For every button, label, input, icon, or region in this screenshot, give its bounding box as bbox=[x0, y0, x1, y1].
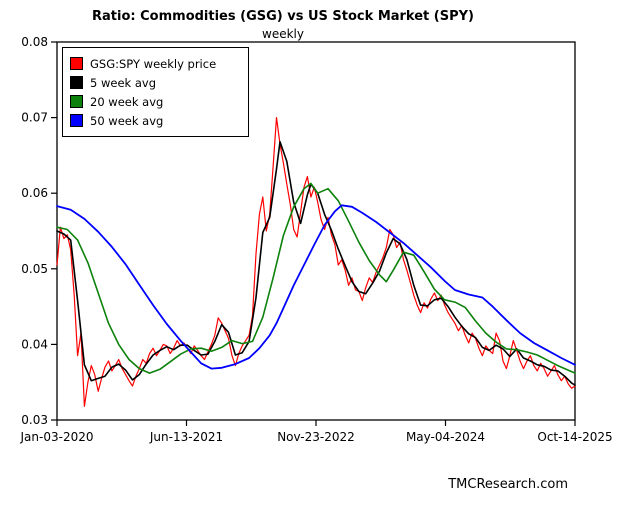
legend-item: 50 week avg bbox=[70, 111, 238, 130]
y-tick-label: 0.03 bbox=[21, 413, 48, 427]
y-tick-label: 0.06 bbox=[21, 186, 48, 200]
legend-item: 5 week avg bbox=[70, 73, 238, 92]
x-tick-label: Nov-23-2022 bbox=[277, 430, 355, 444]
y-tick-label: 0.04 bbox=[21, 337, 48, 351]
y-tick-label: 0.05 bbox=[21, 262, 48, 276]
y-tick-label: 0.08 bbox=[21, 35, 48, 49]
x-tick-label: May-04-2024 bbox=[406, 430, 485, 444]
source-credit: TMCResearch.com bbox=[448, 477, 568, 492]
legend-item: GSG:SPY weekly price bbox=[70, 54, 238, 73]
legend-item: 20 week avg bbox=[70, 92, 238, 111]
chart-title: Ratio: Commodities (GSG) vs US Stock Mar… bbox=[92, 9, 474, 24]
legend-label: 20 week avg bbox=[90, 94, 164, 109]
x-tick-label: Jun-13-2021 bbox=[149, 430, 223, 444]
legend-swatch-icon bbox=[70, 76, 83, 89]
series-line-2 bbox=[56, 182, 576, 374]
legend-swatch-icon bbox=[70, 95, 83, 108]
x-tick-label: Jan-03-2020 bbox=[20, 430, 94, 444]
chart-subtitle: weekly bbox=[262, 27, 304, 41]
legend-label: 5 week avg bbox=[90, 75, 156, 90]
legend-swatch-icon bbox=[70, 57, 83, 70]
y-tick-label: 0.07 bbox=[21, 111, 48, 125]
legend-label: 50 week avg bbox=[90, 113, 164, 128]
legend-swatch-icon bbox=[70, 114, 83, 127]
series-line-0 bbox=[56, 116, 576, 407]
x-tick-label: Oct-14-2025 bbox=[537, 430, 612, 444]
series-line-1 bbox=[56, 141, 576, 387]
legend: GSG:SPY weekly price 5 week avg 20 week av… bbox=[62, 47, 249, 137]
legend-label: GSG:SPY weekly price bbox=[90, 56, 217, 71]
series-line-3 bbox=[56, 204, 576, 370]
